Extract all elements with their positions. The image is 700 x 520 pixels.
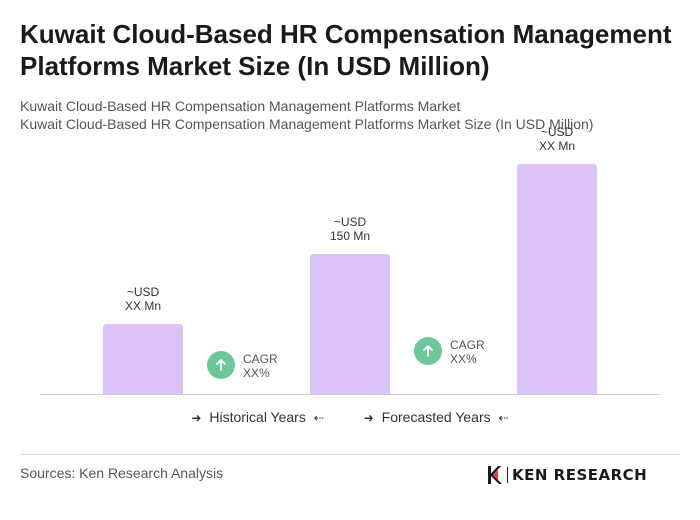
chart-subtitle-secondary: Kuwait Cloud-Based HR Compensation Manag… bbox=[20, 116, 594, 132]
bar-2-value-label-line-1: ~USD bbox=[334, 215, 367, 229]
footer-divider bbox=[20, 454, 680, 455]
legend-forecasted-label: Forecasted Years bbox=[381, 409, 491, 425]
ken-logo-icon bbox=[488, 466, 502, 484]
arrow-up-icon bbox=[216, 359, 226, 371]
arrow-left-icon: ⇠ bbox=[313, 411, 324, 425]
legend-forecasted: ➜ Forecasted Years ⇠ bbox=[360, 409, 513, 425]
bar-3-value-label-line-2: XX Mn bbox=[539, 139, 575, 153]
cagr-label: CAGR bbox=[243, 352, 278, 366]
bar-3 bbox=[517, 164, 597, 394]
chart-legend: ➜ Historical Years ⇠ ➜ Forecasted Years … bbox=[0, 409, 700, 425]
arrow-right-icon: ➜ bbox=[191, 411, 202, 425]
bar-1-value-label-line-1: ~USD bbox=[127, 285, 160, 299]
legend-historical-label: Historical Years bbox=[209, 409, 306, 425]
cagr-label: CAGR bbox=[450, 338, 485, 352]
bar-1-value-label-line-2: XX Mn bbox=[125, 299, 161, 313]
bar-1 bbox=[103, 324, 183, 394]
bar-3-value-label-line-1: ~USD bbox=[541, 125, 574, 139]
cagr-value: XX% bbox=[450, 352, 477, 366]
arrow-left-icon: ⇠ bbox=[498, 411, 509, 425]
chart-subtitle: Kuwait Cloud-Based HR Compensation Manag… bbox=[20, 98, 461, 114]
legend-historical: ➜ Historical Years ⇠ bbox=[187, 409, 327, 425]
arrow-right-icon: ➜ bbox=[363, 411, 374, 425]
logo-text: KEN RESEARCH bbox=[512, 466, 648, 484]
chart-title: Kuwait Cloud-Based HR Compensation Manag… bbox=[20, 19, 672, 81]
cagr-value: XX% bbox=[243, 366, 270, 380]
arrow-up-icon bbox=[423, 345, 433, 357]
ken-research-logo: KEN RESEARCH bbox=[486, 464, 647, 486]
bar-2 bbox=[310, 254, 390, 394]
sources-text: Sources: Ken Research Analysis bbox=[20, 465, 224, 481]
bar-2-value-label-line-2: 150 Mn bbox=[330, 229, 370, 243]
